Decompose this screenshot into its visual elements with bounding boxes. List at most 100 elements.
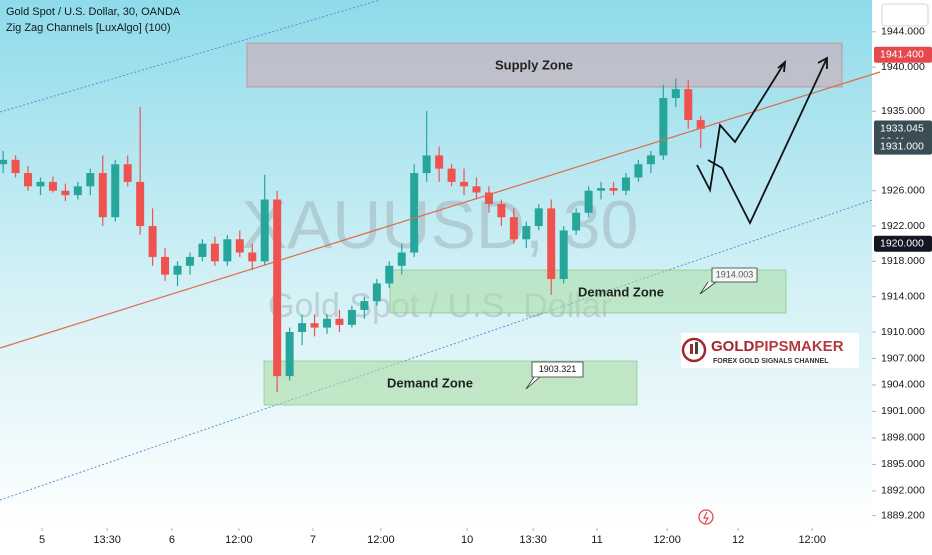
y-tick-label: 1907.000 bbox=[881, 352, 925, 364]
callout-box bbox=[525, 361, 584, 390]
arrow-head bbox=[777, 59, 787, 73]
y-tick-label: 1935.000 bbox=[881, 105, 925, 117]
candle-body bbox=[447, 168, 456, 182]
candle-body bbox=[597, 188, 606, 191]
candle-body bbox=[61, 190, 70, 196]
candle-body bbox=[385, 265, 394, 284]
logo: GOLDPIPSMAKER FOREX GOLD SIGNALS CHANNEL bbox=[681, 333, 859, 368]
candle-body bbox=[646, 155, 655, 165]
candle-body bbox=[472, 186, 481, 193]
y-tick-label: 1926.000 bbox=[881, 184, 925, 196]
indicator-name: Zig Zag Channels [LuxAlgo] (100) bbox=[6, 22, 170, 34]
price-label: 1933.045 bbox=[880, 122, 924, 134]
x-tick-label: 7 bbox=[310, 534, 316, 546]
candle-body bbox=[210, 243, 219, 262]
logo-background bbox=[681, 333, 859, 368]
y-tick-label: 1914.000 bbox=[881, 290, 925, 302]
y-tick-label: 1889.200 bbox=[881, 509, 925, 521]
price-label: 1941.400 bbox=[880, 49, 924, 61]
projection-arrow bbox=[696, 61, 786, 193]
candle-body bbox=[260, 199, 269, 262]
candle-body bbox=[310, 323, 319, 328]
x-tick-label: 13:30 bbox=[519, 534, 547, 546]
candle-body bbox=[198, 243, 207, 257]
event-icon[interactable] bbox=[698, 509, 714, 525]
candle-body bbox=[347, 309, 356, 325]
supply-zone bbox=[246, 42, 843, 88]
price-label-box bbox=[874, 235, 932, 252]
candle-body bbox=[136, 181, 145, 227]
x-tick-label: 12 bbox=[732, 534, 744, 546]
callout-label: 1903.321 bbox=[539, 364, 577, 374]
candle-body bbox=[547, 208, 556, 280]
candle-body bbox=[534, 208, 543, 227]
candle-body bbox=[223, 239, 232, 262]
x-tick-label: 12:00 bbox=[653, 534, 681, 546]
candle-body bbox=[285, 331, 294, 377]
candle-body bbox=[173, 265, 182, 275]
x-tick-label: 6 bbox=[169, 534, 175, 546]
logo-icon bbox=[681, 337, 707, 363]
price-label-box bbox=[874, 46, 932, 63]
logo-brand: GOLDPIPSMAKER bbox=[711, 338, 844, 355]
channel-line bbox=[0, 199, 873, 501]
candle-body bbox=[609, 188, 618, 191]
y-tick-label: 1910.000 bbox=[881, 326, 925, 338]
projection-arrow bbox=[707, 57, 828, 226]
y-tick-label: 1892.000 bbox=[881, 485, 925, 497]
candle-body bbox=[659, 98, 668, 156]
candle-body bbox=[460, 181, 469, 187]
time-axis bbox=[0, 528, 872, 550]
candle-body bbox=[509, 217, 518, 240]
candle-body bbox=[298, 323, 307, 332]
candle-body bbox=[671, 89, 680, 99]
candle-body bbox=[497, 203, 506, 218]
candle-body bbox=[584, 190, 593, 213]
callout-label: 1914.003 bbox=[716, 269, 754, 279]
candle-body bbox=[621, 177, 630, 191]
toolbar-button[interactable] bbox=[881, 3, 929, 27]
price-label-box bbox=[874, 138, 932, 155]
logo-brand-a: GOLD bbox=[711, 338, 754, 355]
price-label: 1920.000 bbox=[880, 237, 924, 249]
candle-body bbox=[111, 164, 120, 218]
y-tick-label: 1895.000 bbox=[881, 458, 925, 470]
candle-body bbox=[559, 230, 568, 280]
logo-brand-b: PIPSMAKER bbox=[754, 338, 843, 355]
plot-background bbox=[0, 0, 872, 528]
candle-body bbox=[86, 173, 95, 187]
logo-tagline: FOREX GOLD SIGNALS CHANNEL bbox=[713, 358, 829, 365]
y-tick-label: 1918.000 bbox=[881, 255, 925, 267]
candle-body bbox=[48, 181, 57, 191]
candle-body bbox=[360, 301, 369, 310]
candle-body bbox=[273, 199, 282, 377]
zone-label: Demand Zone bbox=[578, 284, 664, 299]
event-icon bbox=[703, 511, 710, 524]
candle-body bbox=[634, 164, 643, 178]
logo-icon bbox=[690, 344, 693, 354]
logo-icon bbox=[695, 342, 698, 354]
candle-body bbox=[484, 192, 493, 204]
y-tick-label: 1901.000 bbox=[881, 405, 925, 417]
callout-box bbox=[699, 267, 758, 295]
x-tick-label: 12:00 bbox=[367, 534, 395, 546]
candle-body bbox=[185, 256, 194, 266]
y-tick-label: 1922.000 bbox=[881, 220, 925, 232]
candle-body bbox=[248, 252, 257, 262]
candle-body bbox=[435, 155, 444, 169]
candle-body bbox=[522, 226, 531, 240]
x-tick-label: 12:00 bbox=[225, 534, 253, 546]
candle-body bbox=[11, 159, 20, 174]
candle-body bbox=[73, 186, 82, 196]
arrow-head bbox=[817, 56, 828, 69]
candle-body bbox=[422, 155, 431, 174]
trend-line bbox=[0, 71, 881, 349]
candle-body bbox=[0, 159, 8, 165]
y-tick-label: 1940.000 bbox=[881, 61, 925, 73]
candle-body bbox=[235, 239, 244, 253]
candle-body bbox=[148, 226, 157, 257]
candle-body bbox=[372, 283, 381, 302]
candle-body bbox=[123, 164, 132, 182]
